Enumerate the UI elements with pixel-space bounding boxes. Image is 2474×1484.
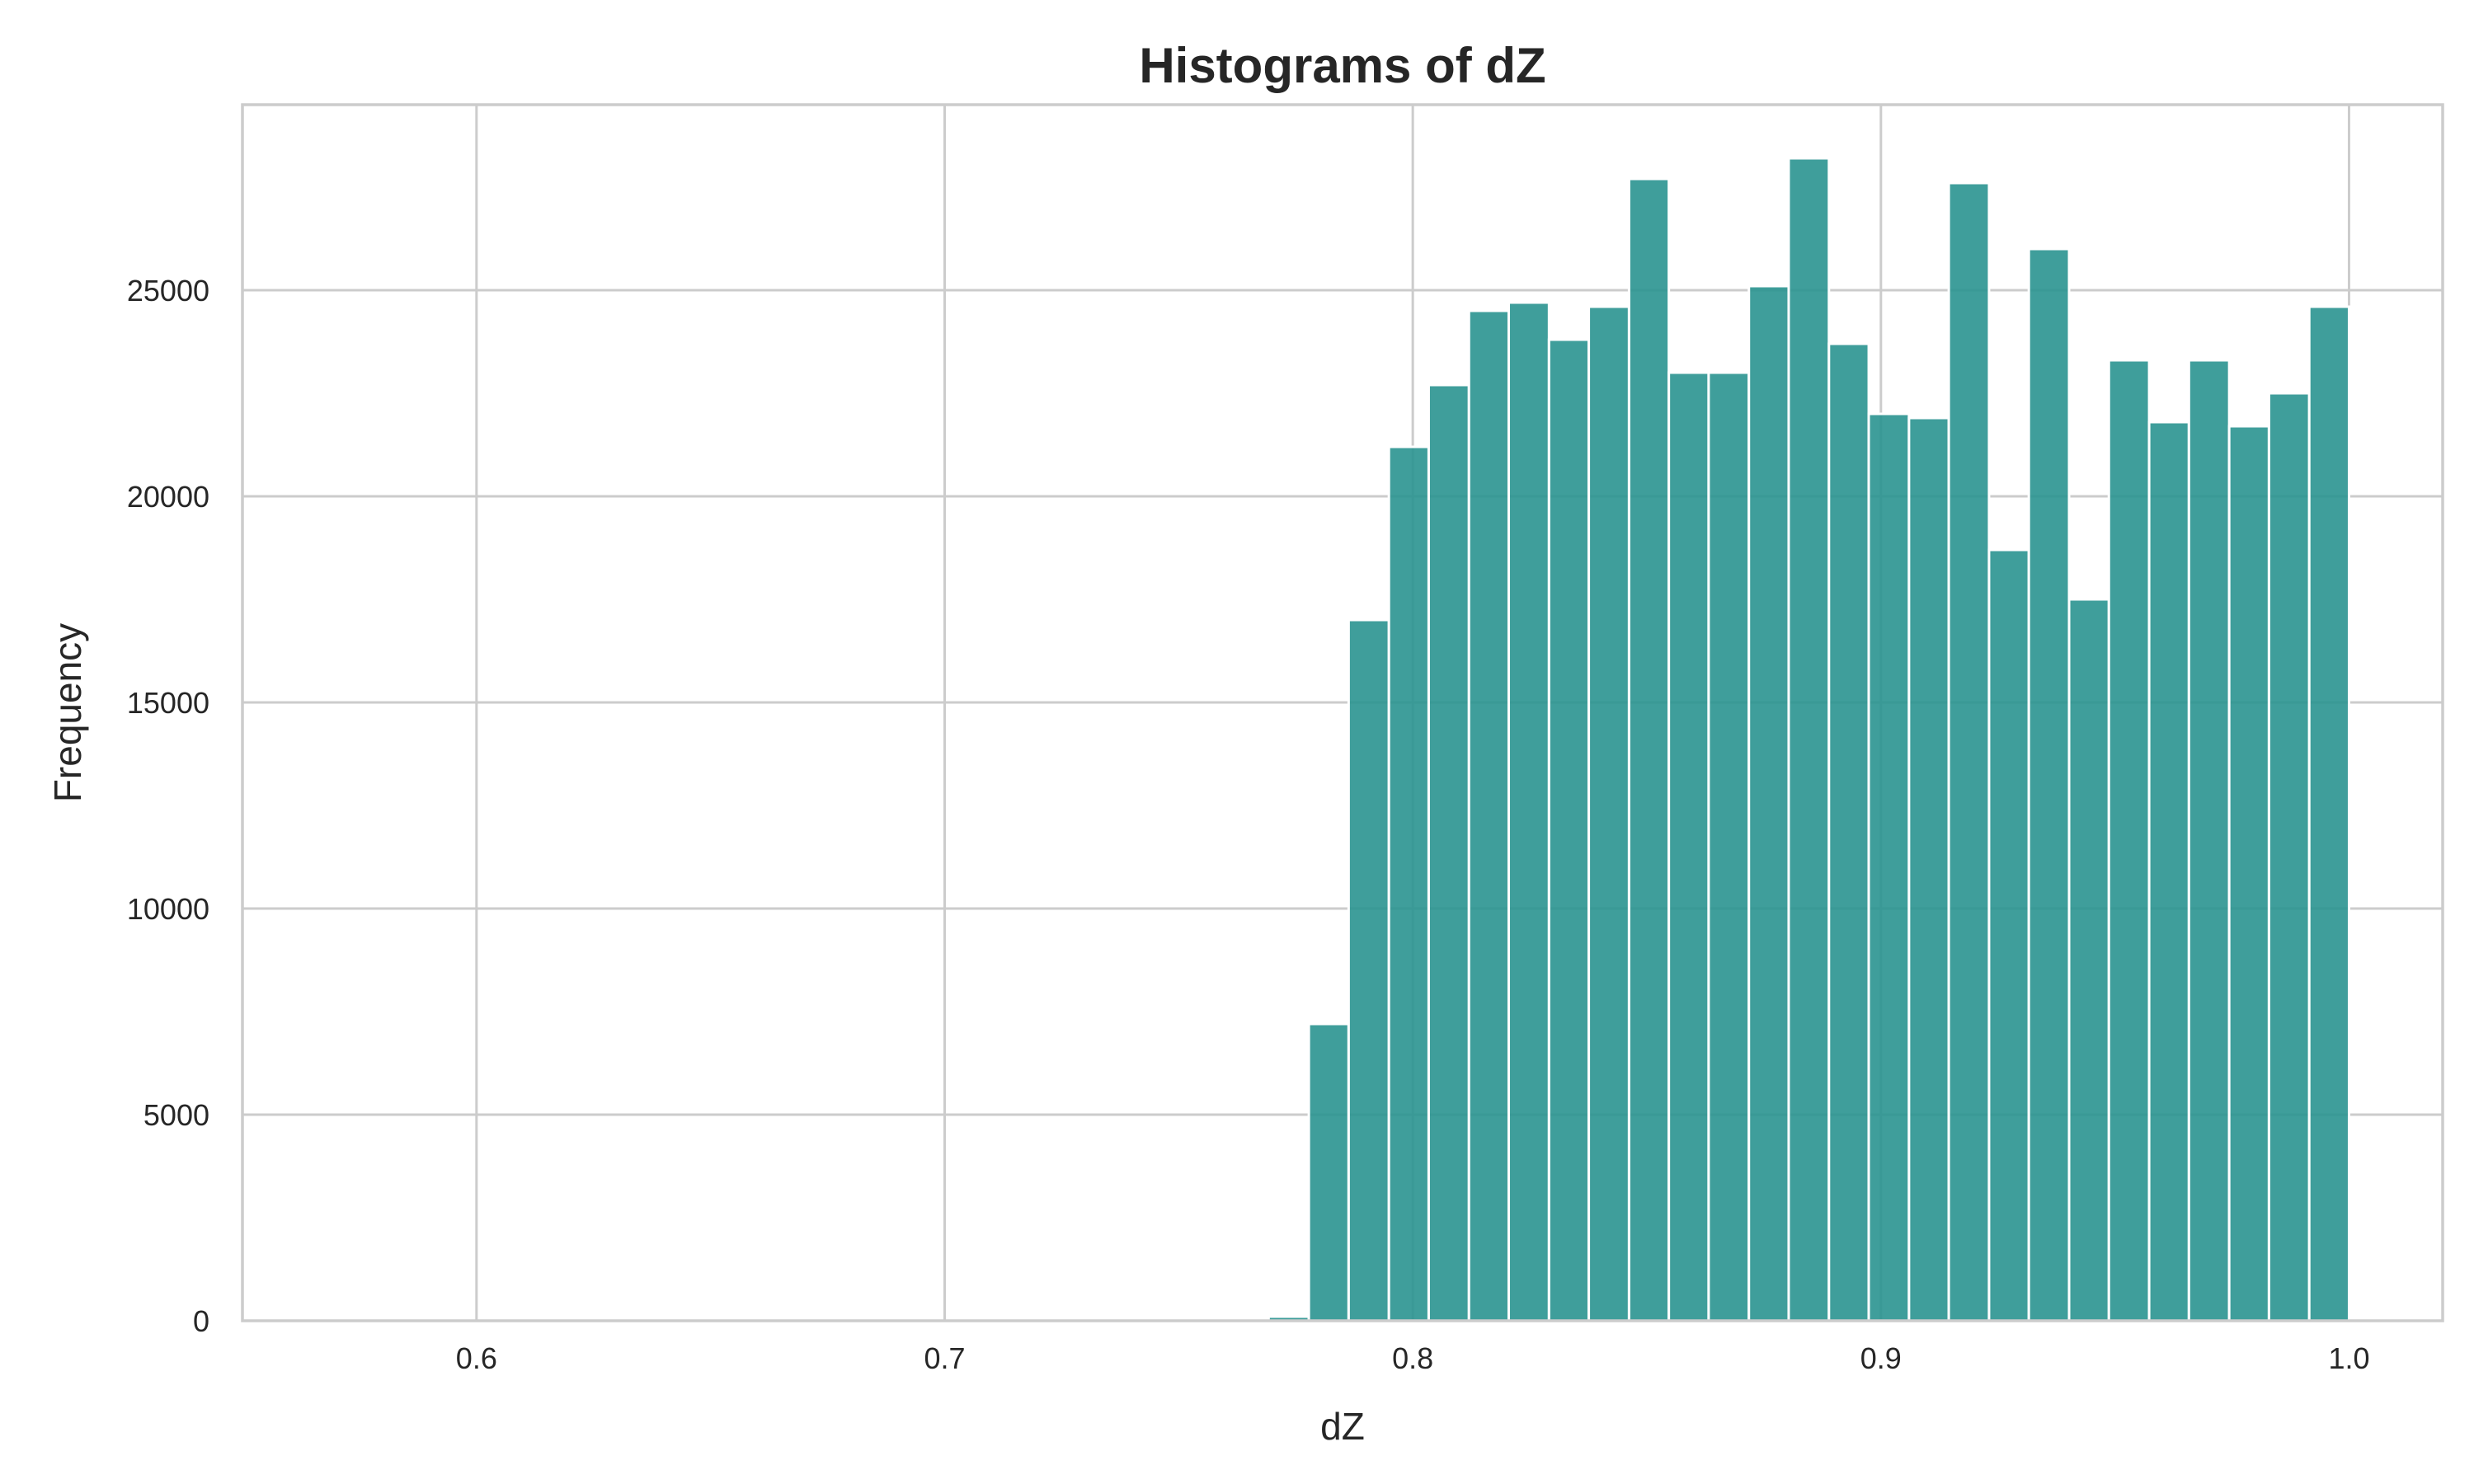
histogram-bar bbox=[2107, 359, 2151, 1322]
histogram-bar bbox=[1387, 445, 1430, 1322]
y-tick-label: 15000 bbox=[127, 686, 209, 720]
histogram-bar bbox=[1667, 371, 1710, 1322]
histogram-bar bbox=[2067, 598, 2110, 1322]
y-tick-label: 0 bbox=[193, 1304, 209, 1338]
histogram-bar bbox=[1867, 412, 1911, 1322]
plot-frame bbox=[241, 103, 2444, 1322]
histogram-bar bbox=[1787, 157, 1831, 1322]
y-axis-label: Frequency bbox=[46, 623, 89, 802]
chart-title: Histograms of dZ bbox=[1139, 38, 1545, 93]
x-axis-label: dZ bbox=[1320, 1405, 1365, 1448]
y-tick-label: 25000 bbox=[127, 274, 209, 308]
histogram-bar bbox=[2267, 392, 2311, 1322]
histogram-bar bbox=[1587, 305, 1630, 1322]
histogram-bar bbox=[1827, 342, 1870, 1322]
histogram-bar bbox=[1907, 416, 1950, 1322]
histogram-bar bbox=[1987, 548, 2030, 1322]
y-tick-label: 10000 bbox=[127, 892, 209, 926]
histogram-bar bbox=[1467, 309, 1511, 1322]
histogram-bar bbox=[1627, 177, 1671, 1322]
histogram-bar bbox=[1547, 338, 1591, 1322]
histogram-bar bbox=[2227, 425, 2270, 1322]
histogram-bar bbox=[1947, 181, 1991, 1322]
histogram-bar bbox=[2027, 247, 2071, 1322]
histogram-bar bbox=[1707, 371, 1751, 1322]
x-tick-label: 0.6 bbox=[456, 1341, 497, 1375]
histogram-bar bbox=[2147, 420, 2190, 1322]
bars-layer bbox=[1267, 157, 2350, 1322]
x-tick-label: 0.8 bbox=[1392, 1341, 1433, 1375]
y-tick-label: 5000 bbox=[143, 1098, 209, 1132]
histogram-bar bbox=[1507, 301, 1550, 1322]
histogram-bar bbox=[1307, 1022, 1350, 1322]
y-tick-label: 20000 bbox=[127, 480, 209, 514]
x-tick-label: 0.9 bbox=[1860, 1341, 1902, 1375]
ticks-layer: 0.6 0.7 0.8 0.9 1.0 0 5000 10000 15000 20000 25000 bbox=[127, 274, 2370, 1375]
x-tick-label: 0.7 bbox=[924, 1341, 965, 1375]
histogram-bar bbox=[1747, 284, 1790, 1322]
histogram-bar bbox=[1347, 618, 1390, 1322]
histogram-bar bbox=[2307, 305, 2350, 1322]
histogram-bar bbox=[2187, 359, 2231, 1322]
x-tick-label: 1.0 bbox=[2328, 1341, 2369, 1375]
histogram-bar bbox=[1427, 383, 1470, 1322]
